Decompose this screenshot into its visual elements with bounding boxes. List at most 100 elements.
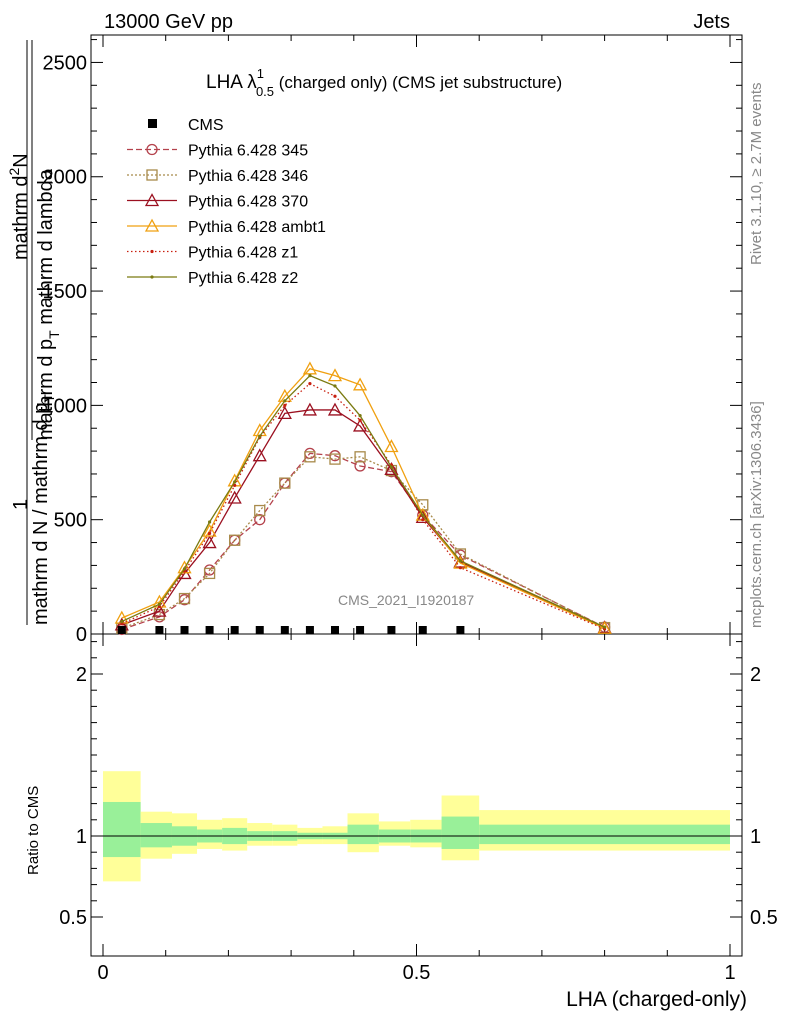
series-point: [358, 418, 362, 422]
legend-label: Pythia 6.428 346: [188, 168, 308, 185]
cms-point: [387, 626, 396, 634]
series-point: [327, 368, 343, 382]
legend-cms-label: CMS: [188, 117, 224, 134]
series-point: [603, 625, 607, 629]
legend-cms-marker: [148, 119, 157, 128]
series-point: [304, 451, 316, 463]
cms-point: [155, 626, 164, 634]
series-point: [254, 514, 266, 526]
cms-point: [356, 626, 365, 634]
cms-point: [230, 626, 239, 634]
series-point: [327, 402, 343, 416]
series-point: [277, 406, 292, 420]
series-line: [121, 368, 605, 629]
cms-data-points: [117, 626, 465, 634]
x-tick-label: 1: [724, 962, 735, 984]
legend-label: Pythia 6.428 ambt1: [188, 219, 326, 236]
legend-label: Pythia 6.428 345: [188, 143, 308, 160]
series-point: [252, 448, 267, 462]
main-axis-ticks: 0 500 1000 1500 2000 2500: [43, 35, 742, 646]
series-point: [421, 513, 425, 517]
y-tick-label-main: 500: [54, 510, 87, 532]
analysis-watermark: CMS_2021_I1920187: [338, 592, 474, 608]
mcplots-label: mcplots.cern.ch [arXiv:1306.3436]: [748, 401, 765, 628]
ylabel-inner-den: mathrm d pT mathrm d lambda: [35, 168, 62, 440]
chart-title-sup: 1: [257, 66, 264, 81]
series-5: [120, 374, 607, 629]
cms-point: [180, 626, 189, 634]
series-point: [120, 622, 124, 626]
y-tick-label-main: 2500: [43, 52, 88, 74]
series-point: [458, 566, 462, 570]
series-point: [384, 462, 399, 476]
series-point: [229, 534, 241, 546]
y-tick-label-main: 1500: [43, 281, 88, 303]
ylabel-num-prefix: 1: [10, 499, 32, 510]
cms-point: [456, 626, 465, 634]
legend: CMS Pythia 6.428 345 Pythia 6.428 346 Pythi…: [127, 117, 326, 287]
series-line: [121, 374, 605, 628]
legend-label: Pythia 6.428 z1: [188, 245, 298, 262]
series-point: [354, 460, 366, 472]
series-point: [333, 394, 337, 398]
series-point: [389, 465, 394, 469]
ratio-band-green: [441, 816, 480, 849]
x-axis-label: LHA (charged-only): [566, 988, 747, 1011]
series-4: [120, 382, 607, 631]
ylabel-inner-num: mathrm d2N: [6, 153, 32, 260]
x-tick-label: 0: [97, 962, 108, 984]
legend-label: Pythia 6.428 370: [188, 194, 308, 211]
series-point: [207, 520, 212, 524]
series-point: [597, 620, 612, 634]
series-point: [415, 510, 430, 524]
series-point: [302, 361, 318, 375]
ratio-y-tick-label-right: 1: [750, 826, 761, 848]
cms-point: [255, 626, 264, 634]
legend-marker: [146, 169, 158, 181]
legend-marker: [150, 275, 154, 279]
ratio-y-tick-label: 2: [76, 664, 87, 686]
series-point: [152, 603, 167, 617]
ratio-y-tick-label-right: 2: [750, 664, 761, 686]
series-point: [283, 399, 287, 403]
cms-point: [305, 626, 314, 634]
series-point: [202, 535, 217, 549]
y-tick-label-main: 2000: [43, 167, 88, 189]
chart-title-main: LHA λ: [206, 72, 257, 93]
series-point: [333, 384, 337, 388]
y-axis-label-main: 1 mathrm d N / mathrm d pT mathrm d2N ma…: [6, 40, 62, 625]
ratio-y-tick-label: 0.5: [59, 907, 87, 929]
series-line: [121, 382, 605, 630]
ratio-band-green: [140, 823, 172, 848]
series-point: [207, 531, 212, 536]
chart-title-rest: (charged only) (CMS jet substructure): [274, 73, 562, 92]
cms-point: [117, 626, 126, 634]
series-point: [182, 567, 187, 571]
ratio-band-green: [479, 824, 730, 845]
series-point: [329, 453, 341, 465]
chart-title-sub: 0.5: [256, 84, 274, 99]
cms-point: [205, 626, 214, 634]
series-point: [358, 414, 362, 418]
series-point: [254, 504, 266, 517]
series-point: [120, 619, 124, 624]
legend-marker: [144, 218, 160, 232]
series-point: [157, 604, 162, 609]
cms-point: [280, 626, 289, 634]
x-tick-label: 0.5: [403, 962, 431, 984]
rivet-label: Rivet 3.1.10, ≥ 2.7M events: [748, 83, 765, 266]
legend-marker: [144, 193, 160, 207]
series-point: [227, 490, 242, 504]
series-point: [202, 523, 217, 537]
header-left: 13000 GeV pp: [104, 11, 233, 33]
series-point: [233, 480, 237, 484]
cms-point: [418, 626, 427, 634]
series-point: [233, 483, 237, 487]
series-point: [258, 434, 262, 438]
y-axis-label-ratio: Ratio to CMS: [25, 786, 42, 875]
ylabel-den: mathrm d N / mathrm d pT: [30, 394, 57, 625]
series-point: [421, 518, 425, 522]
ratio-y-tick-label-right: 0.5: [750, 907, 778, 929]
series-point: [157, 602, 162, 606]
series-point: [279, 477, 291, 489]
